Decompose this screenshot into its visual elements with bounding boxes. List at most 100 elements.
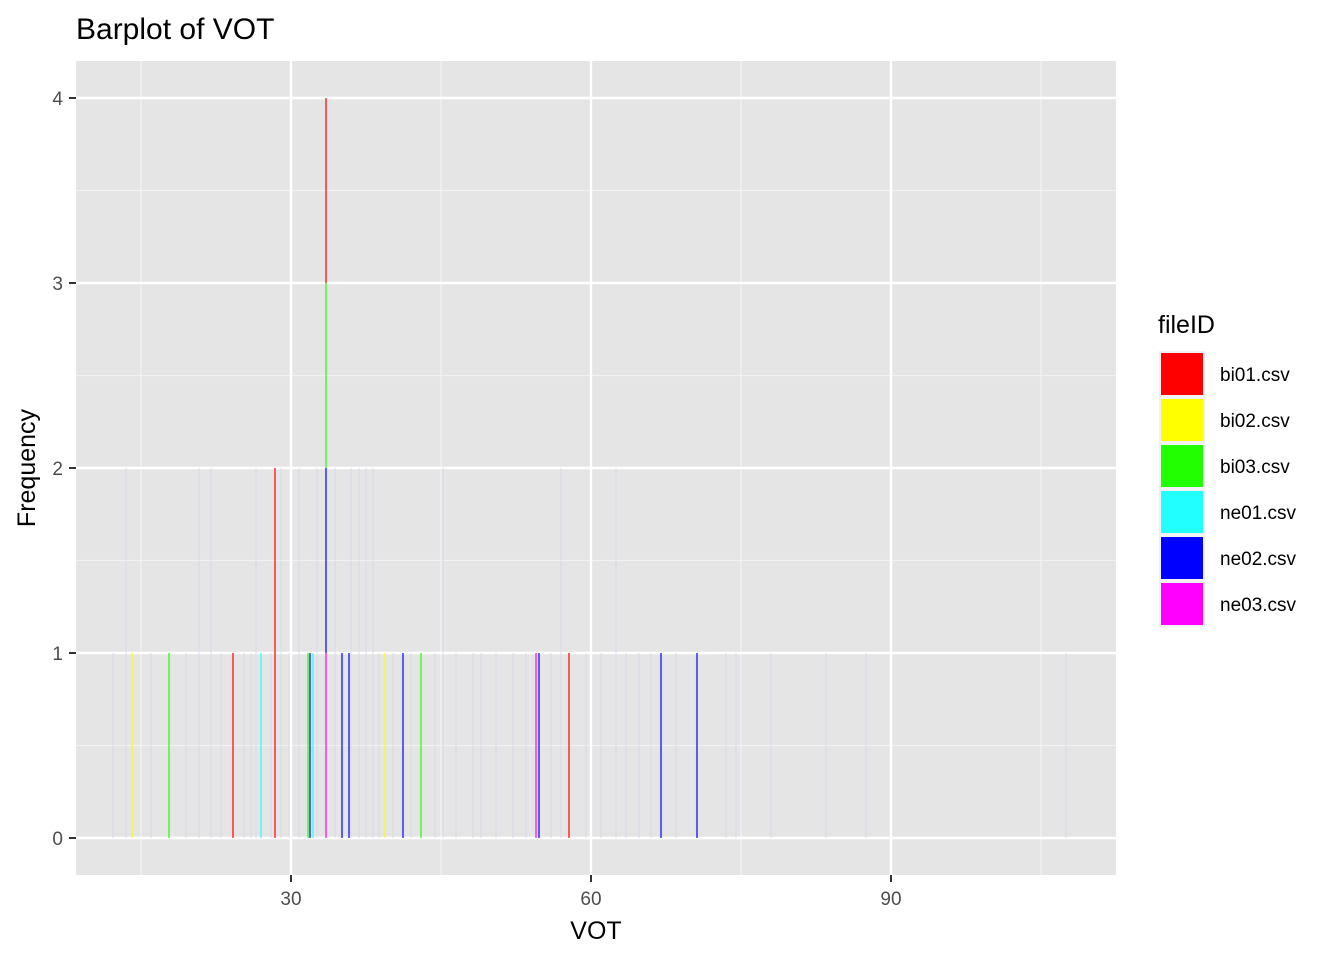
faint-bar [378, 653, 380, 838]
faint-bar [495, 653, 497, 838]
legend-label: bi03.csv [1220, 457, 1290, 478]
faint-bar [358, 468, 360, 838]
bar-ne02 [696, 653, 698, 838]
faint-bar [198, 468, 200, 838]
legend-swatch [1161, 399, 1203, 441]
legend-title: fileID [1158, 311, 1215, 339]
faint-bar [210, 468, 212, 838]
bars [131, 98, 698, 838]
legend-label: bi02.csv [1220, 411, 1290, 432]
faint-bar [725, 653, 727, 838]
y-tick-label: 0 [52, 829, 63, 850]
legend-swatch [1161, 353, 1203, 395]
bar-ne02 [341, 653, 343, 838]
axes: 30 60 90 0 1 2 3 4 [52, 89, 901, 910]
y-tick-label: 2 [52, 459, 63, 480]
x-tick-label: 30 [280, 889, 301, 910]
faint-bar [185, 653, 187, 838]
legend-swatch [1161, 583, 1203, 625]
faint-bar [600, 653, 602, 838]
bar-bi02 [384, 653, 386, 838]
bar-ne02 [660, 653, 662, 838]
faint-bar [675, 653, 677, 838]
faint-bar [220, 653, 222, 838]
faint-bar [585, 653, 587, 838]
faint-bar [365, 468, 367, 838]
faint-bar [392, 653, 394, 838]
bar-ne01 [260, 653, 262, 838]
legend-swatch [1161, 537, 1203, 579]
legend-label: bi01.csv [1220, 365, 1290, 386]
x-tick-label: 60 [580, 889, 601, 910]
grid-lines [76, 61, 1116, 875]
bar-bi01 [232, 653, 234, 838]
faint-bar [298, 468, 300, 838]
bar-ne02 [309, 653, 311, 838]
faint-bar [735, 653, 737, 838]
bar-bi02 [131, 653, 133, 838]
chart-title: Barplot of VOT [76, 13, 274, 46]
bar-bi03 [307, 653, 309, 838]
faint-bar [865, 653, 867, 838]
faint-bar [255, 468, 257, 838]
bar-bi01 [274, 468, 276, 838]
faint-bar [270, 653, 272, 838]
legend-label: ne01.csv [1220, 503, 1297, 524]
faint-bar [770, 653, 772, 838]
legend-label: ne03.csv [1220, 595, 1297, 616]
x-tick-label: 90 [880, 889, 901, 910]
bar-bi01 [325, 98, 327, 283]
faint-bar [560, 468, 562, 838]
faint-bar [243, 653, 245, 838]
faint-bar [410, 653, 412, 838]
bar-ne03 [325, 653, 327, 838]
faint-bar [280, 468, 282, 838]
faint-bar [434, 653, 436, 838]
faint-bar [334, 468, 336, 838]
bar-ne02 [348, 653, 350, 838]
faint-bars [112, 468, 1067, 838]
faint-bar [638, 653, 640, 838]
y-tick-label: 4 [52, 89, 63, 110]
faint-bar [125, 468, 127, 838]
bar-ne02 [402, 653, 404, 838]
faint-bar [512, 653, 514, 838]
y-tick-label: 1 [52, 644, 63, 665]
faint-bar [615, 468, 617, 838]
legend-swatch [1161, 445, 1203, 487]
faint-bar [288, 653, 290, 838]
bar-bi03 [325, 283, 327, 468]
bar-ne02 [325, 468, 327, 653]
faint-bar [455, 653, 457, 838]
faint-bar [525, 653, 527, 838]
legend-label: ne02.csv [1220, 549, 1297, 570]
x-axis-title: VOT [570, 917, 621, 945]
bar-bi03 [168, 653, 170, 838]
faint-bar [625, 653, 627, 838]
bar-ne03 [535, 653, 537, 838]
bar-bi03 [420, 653, 422, 838]
faint-bar [442, 468, 444, 838]
faint-bar [316, 468, 318, 838]
faint-bar [1065, 653, 1067, 838]
bar-ne02 [538, 653, 540, 838]
faint-bar [472, 653, 474, 838]
y-axis-title: Frequency [13, 408, 41, 527]
legend: fileID bi01.csv bi02.csv bi03.csv ne01.csv n… [1158, 311, 1297, 627]
legend-items: bi01.csv bi02.csv bi03.csv ne01.csv ne02.csv… [1159, 351, 1297, 627]
faint-bar [550, 653, 552, 838]
bar-bi01 [568, 653, 570, 838]
faint-bar [372, 468, 374, 838]
faint-bar [650, 653, 652, 838]
faint-bar [825, 653, 827, 838]
faint-bar [112, 653, 114, 838]
faint-bar [350, 468, 352, 838]
legend-swatch [1161, 491, 1203, 533]
faint-bar [150, 653, 152, 838]
faint-bar [250, 653, 252, 838]
bar-ne01 [312, 653, 314, 838]
y-tick-label: 3 [52, 274, 63, 295]
faint-bar [480, 653, 482, 838]
